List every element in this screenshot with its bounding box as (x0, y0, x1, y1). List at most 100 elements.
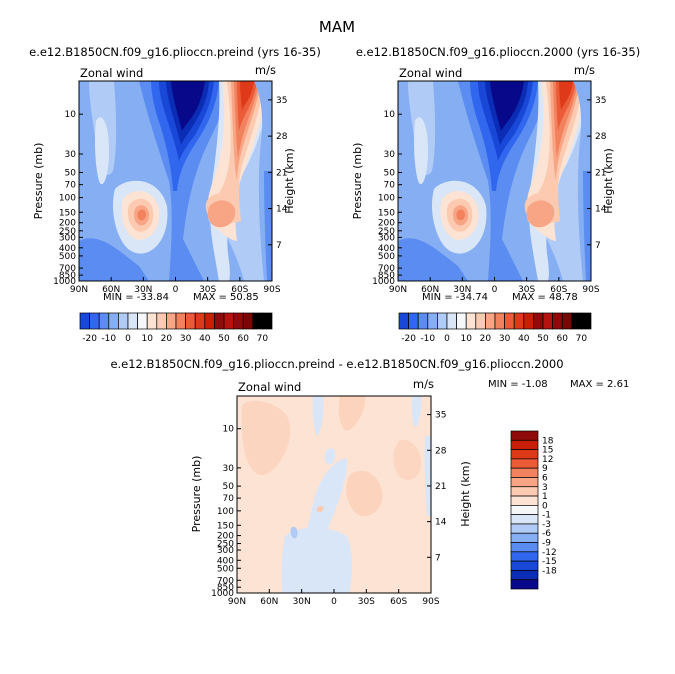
colorbar-label: 40 (518, 334, 530, 344)
colorbar-label: -10 (420, 334, 435, 344)
x-tick-label: 30S (518, 285, 535, 295)
y-tick-label: 100 (378, 194, 395, 204)
y-tick-label: 70 (65, 181, 77, 191)
y-tick-label: 250 (59, 227, 76, 237)
max-label: MAX = 2.61 (570, 379, 629, 390)
contour-fill (316, 505, 324, 513)
colorbar-swatch (510, 505, 539, 515)
axis-group: 90N 60N 30N 0 30S 60S 90S103050701001502002503… (211, 411, 447, 607)
contour-fill (414, 117, 428, 185)
x-tick-label: 60S (550, 285, 567, 295)
colorbar-label: -1 (542, 511, 551, 521)
y-tick-label: 150 (217, 521, 234, 531)
contour-fill (458, 81, 548, 281)
y-tick-label: 700 (217, 576, 234, 586)
colorbar-label: -6 (542, 529, 551, 539)
x-tick-label: 60S (231, 285, 248, 295)
colorbar-swatch (513, 312, 525, 330)
panel-2000: e.e12.B1850CN.f09_g16.plioccn.2000 (yrs … (351, 45, 640, 344)
x-tick-label: 60S (390, 597, 407, 607)
colorbar-swatch (510, 467, 539, 478)
colorbar-swatch (510, 570, 539, 581)
y-tick-label: 400 (378, 244, 395, 254)
contour-fill (95, 117, 109, 185)
contour-fill (171, 81, 205, 131)
colorbar-swatch (98, 312, 110, 330)
colorbar-label: 30 (499, 334, 511, 344)
y-tick-label: 400 (59, 244, 76, 254)
panel-preind: e.e12.B1850CN.f09_g16.plioccn.preind (yr… (29, 45, 321, 344)
colorbar-swatch (427, 312, 438, 330)
colorbar-label: 10 (141, 334, 153, 344)
y2-tick-label: 21 (435, 482, 446, 492)
colorbar-swatch (533, 312, 544, 330)
y-tick-label: 850 (378, 271, 395, 281)
y-tick-label: 700 (378, 264, 395, 274)
colorbar-label: 0 (542, 501, 548, 511)
y2-tick-label: 14 (435, 518, 447, 528)
y2-axis-label: Height (km) (602, 148, 615, 214)
field-label: Zonal wind (238, 380, 301, 394)
colorbar-swatch (510, 486, 539, 497)
colorbar-label: 0 (444, 334, 450, 344)
colorbar-label: 30 (180, 334, 192, 344)
y2-tick-label: 35 (276, 96, 287, 106)
y-tick-label: 10 (223, 425, 235, 435)
colorbar-swatch (510, 551, 539, 562)
x-tick-label: 30S (199, 285, 216, 295)
colorbar-swatch (146, 312, 158, 330)
colorbar-label: 20 (480, 334, 492, 344)
colorbar-swatch (156, 312, 167, 330)
x-tick-label: 30S (358, 597, 375, 607)
colorbar-swatch (175, 312, 186, 330)
colorbar-swatch (204, 312, 215, 330)
colorbar-label: 18 (542, 436, 554, 446)
colorbar-label: 9 (542, 464, 548, 474)
y2-axis-label: Height (km) (459, 461, 472, 527)
contour-fill (490, 81, 524, 131)
panel-title: e.e12.B1850CN.f09_g16.plioccn.preind - e… (110, 357, 563, 371)
colorbar-label: -15 (542, 557, 557, 567)
y-tick-label: 30 (384, 150, 396, 160)
x-tick-label: 90S (263, 285, 280, 295)
max-label: MAX = 50.85 (193, 292, 259, 303)
colorbar-label: 12 (542, 455, 553, 465)
y2-tick-label: 7 (276, 241, 282, 251)
y-tick-label: 150 (378, 208, 395, 218)
y-axis-label: Pressure (mb) (190, 456, 203, 533)
y-tick-label: 10 (65, 110, 77, 120)
axis-group: 90N 60N 30N 0 30S 60S 90S103050701001502002503… (372, 96, 607, 295)
contour-fill (312, 396, 324, 436)
y-axis-label: Pressure (mb) (351, 143, 364, 220)
y-tick-label: 200 (59, 219, 76, 229)
colorbar: -20 -10 0 10 20 30 40 50 60 70 (398, 312, 592, 344)
y-tick-label: 500 (378, 252, 395, 262)
units-label: m/s (413, 377, 434, 391)
y-tick-label: 1000 (211, 589, 234, 599)
x-tick-label: 30N (134, 285, 152, 295)
contour-fill (338, 396, 366, 431)
colorbar-label: -18 (542, 566, 557, 576)
colorbar-swatch (446, 312, 457, 330)
units-label: m/s (255, 63, 276, 77)
field-label: Zonal wind (80, 66, 143, 80)
contour-fill (324, 448, 336, 465)
y2-axis-label: Height (km) (283, 148, 296, 214)
y2-tick-label: 14 (595, 205, 607, 215)
colorbar-swatch (456, 312, 467, 330)
x-tick-label: 0 (173, 285, 179, 295)
colorbar-swatch (242, 312, 254, 330)
colorbar-swatch (108, 312, 119, 330)
y-tick-label: 10 (384, 110, 396, 120)
colorbar: -20 -10 0 10 20 30 40 50 60 70 (79, 312, 273, 344)
y2-tick-label: 35 (595, 96, 606, 106)
x-tick-label: 60N (421, 285, 439, 295)
contour-fill (411, 396, 422, 428)
x-tick-label: 60N (102, 285, 120, 295)
contour-fill (139, 81, 229, 281)
colorbar-swatch (408, 312, 419, 330)
contour-fill (174, 231, 204, 281)
x-tick-label: 90S (422, 597, 439, 607)
colorbar-swatch (510, 542, 539, 553)
